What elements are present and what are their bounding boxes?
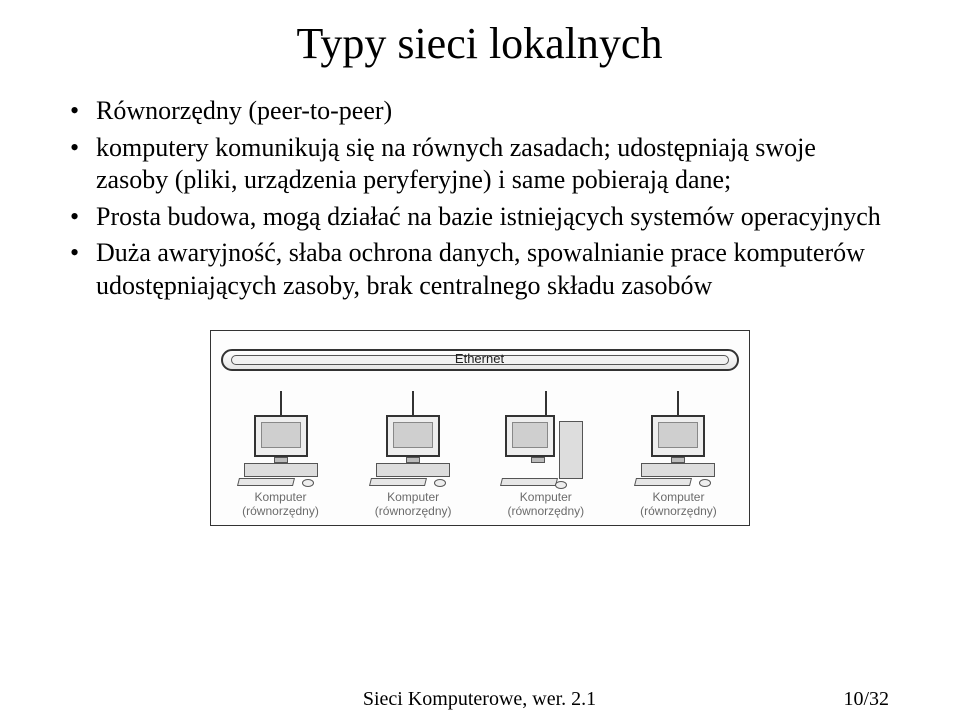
station: Komputer(równorzędny) bbox=[486, 391, 606, 519]
drop-cable bbox=[545, 391, 547, 415]
station-caption: Komputer(równorzędny) bbox=[640, 491, 717, 519]
bullet-item: komputery komunikują się na równych zasa… bbox=[70, 132, 889, 197]
ethernet-bus: Ethernet bbox=[221, 341, 739, 381]
computer-icon bbox=[236, 415, 326, 485]
page-footer: Sieci Komputerowe, wer. 2.1 10/32 bbox=[0, 688, 959, 711]
computer-tower-icon bbox=[501, 415, 591, 485]
computer-icon bbox=[633, 415, 723, 485]
bus-label: Ethernet bbox=[451, 351, 508, 366]
drop-cable bbox=[412, 391, 414, 415]
drop-cable bbox=[677, 391, 679, 415]
station: Komputer(równorzędny) bbox=[618, 391, 738, 519]
station-caption: Komputer(równorzędny) bbox=[507, 491, 584, 519]
stations-row: Komputer(równorzędny) Komputer(równorzęd… bbox=[221, 391, 739, 519]
network-diagram: Ethernet Komputer(równorzędny) Komputer(… bbox=[210, 330, 750, 526]
computer-icon bbox=[368, 415, 458, 485]
station-caption: Komputer(równorzędny) bbox=[242, 491, 319, 519]
footer-page-number: 10/32 bbox=[843, 688, 889, 711]
page-title: Typy sieci lokalnych bbox=[70, 18, 889, 69]
footer-center: Sieci Komputerowe, wer. 2.1 bbox=[363, 688, 596, 711]
bullet-item: Prosta budowa, mogą działać na bazie ist… bbox=[70, 201, 889, 234]
station: Komputer(równorzędny) bbox=[353, 391, 473, 519]
bullet-item: Równorzędny (peer-to-peer) bbox=[70, 95, 889, 128]
station: Komputer(równorzędny) bbox=[221, 391, 341, 519]
station-caption: Komputer(równorzędny) bbox=[375, 491, 452, 519]
bullet-list: Równorzędny (peer-to-peer) komputery kom… bbox=[70, 95, 889, 302]
drop-cable bbox=[280, 391, 282, 415]
bullet-item: Duża awaryjność, słaba ochrona danych, s… bbox=[70, 237, 889, 302]
